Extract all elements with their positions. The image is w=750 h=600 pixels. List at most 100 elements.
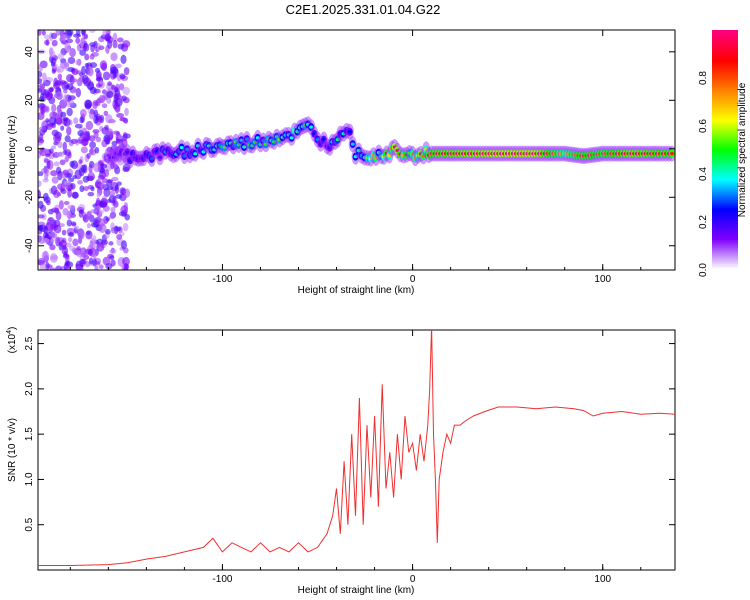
noise-blob	[123, 188, 131, 198]
colorbar-cell	[712, 62, 738, 65]
noise-blob	[106, 90, 114, 99]
y-tick-label: 2.0	[24, 381, 35, 395]
snr-line	[38, 330, 675, 566]
top-xlabel: Height of straight line (km)	[298, 285, 415, 296]
colorbar-cell	[712, 264, 738, 267]
noise-blob	[92, 100, 98, 110]
y-tick-label: 0	[24, 146, 35, 152]
noise-blob	[43, 105, 50, 113]
noise-blob	[93, 131, 99, 139]
colorbar-cell	[712, 230, 738, 233]
noise-blob	[59, 159, 66, 166]
noise-blob	[64, 265, 71, 270]
noise-blob	[114, 184, 120, 194]
noise-blob	[94, 67, 101, 73]
noise-blob	[118, 83, 125, 91]
noise-blob	[67, 204, 76, 210]
noise-blob	[107, 186, 114, 191]
noise-blob	[112, 32, 118, 42]
y-tick-label: 0.5	[24, 517, 35, 531]
noise-blob	[64, 135, 71, 143]
noise-blob	[108, 195, 116, 204]
noise-blob	[98, 223, 107, 233]
noise-blob	[98, 264, 104, 270]
noise-blob	[67, 232, 74, 237]
colorbar-cell	[712, 222, 738, 225]
colorbar-cell	[712, 32, 738, 35]
noise-blob	[94, 265, 99, 270]
colorbar-cell	[712, 140, 738, 143]
colorbar-cell	[712, 60, 738, 63]
noise-blob	[116, 112, 125, 118]
colorbar-cell	[712, 146, 738, 149]
noise-blob	[89, 141, 97, 149]
noise-blob	[123, 67, 130, 75]
noise-blob	[56, 151, 65, 157]
noise-blob	[80, 146, 88, 154]
colorbar-cell	[712, 106, 738, 109]
noise-blob	[89, 30, 96, 34]
ridge-core	[179, 145, 184, 150]
noise-blob	[82, 136, 89, 147]
colorbar-cell	[712, 226, 738, 229]
noise-blob	[115, 194, 123, 199]
noise-blob	[67, 67, 75, 72]
noise-blob	[55, 91, 64, 99]
noise-blob	[110, 52, 118, 61]
x-tick-label: -100	[212, 274, 232, 285]
noise-blob	[110, 206, 116, 213]
noise-blob	[38, 214, 45, 219]
noise-blob	[64, 155, 69, 163]
noise-blob	[42, 72, 47, 82]
noise-blob	[60, 125, 65, 131]
ridge-core	[125, 150, 130, 154]
colorbar-cell	[712, 126, 738, 129]
noise-blob	[43, 89, 50, 98]
colorbar-cell	[712, 152, 738, 155]
colorbar-cell	[712, 136, 738, 139]
noise-blob	[45, 118, 50, 123]
colorbar-cell	[712, 44, 738, 47]
noise-blob	[79, 185, 85, 193]
colorbar-cell	[712, 66, 738, 69]
noise-blob	[123, 247, 129, 254]
noise-blob	[41, 167, 49, 174]
noise-blob	[87, 249, 93, 257]
colorbar-cell	[712, 178, 738, 181]
noise-blob	[60, 33, 67, 42]
colorbar-label: Normalized spectral amplitude	[737, 82, 748, 217]
noise-blob	[111, 140, 118, 146]
colorbar-cell	[712, 132, 738, 135]
colorbar-cell	[712, 216, 738, 219]
noise-blob	[99, 80, 104, 85]
colorbar-cell	[712, 92, 738, 95]
colorbar-cell	[712, 268, 738, 271]
noise-blob	[38, 235, 46, 245]
colorbar-cell	[712, 168, 738, 171]
noise-blob	[107, 81, 113, 87]
y-tick-label: 40	[24, 46, 35, 58]
noise-blob	[43, 157, 49, 163]
noise-blob	[63, 201, 70, 206]
noise-blob	[110, 226, 117, 234]
noise-blob	[94, 261, 101, 266]
ridge-core	[350, 142, 355, 146]
noise-blob	[73, 33, 81, 38]
noise-blob	[95, 83, 101, 88]
noise-blob	[60, 188, 67, 195]
noise-blob	[98, 45, 105, 51]
colorbar-cell	[712, 94, 738, 97]
noise-blob	[82, 175, 90, 183]
noise-blob	[103, 188, 111, 198]
colorbar-cell	[712, 124, 738, 127]
noise-blob	[53, 161, 60, 167]
colorbar-cell	[712, 98, 738, 101]
noise-blob	[75, 87, 82, 98]
colorbar-tick-label: 0.0	[698, 263, 709, 277]
noise-blob	[105, 114, 113, 124]
colorbar-cell	[712, 54, 738, 57]
noise-blob	[44, 171, 49, 181]
noise-blob	[38, 112, 45, 120]
noise-blob	[78, 209, 84, 218]
